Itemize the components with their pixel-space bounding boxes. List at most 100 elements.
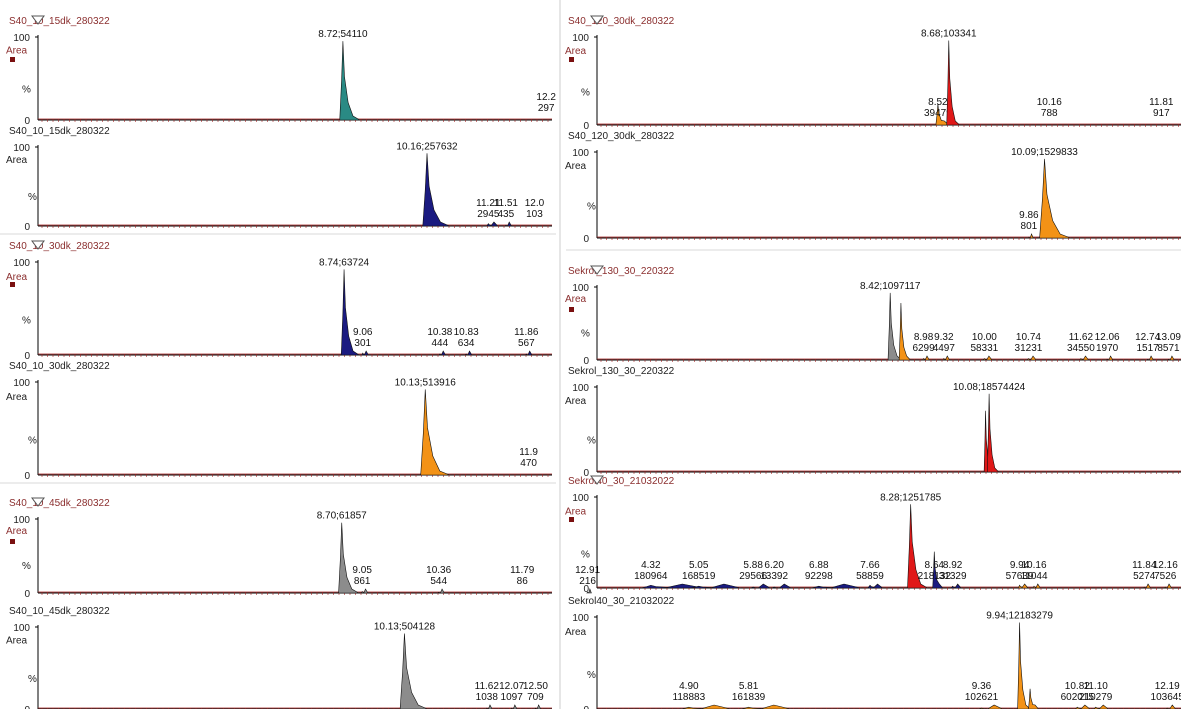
y-axis-label-percent: % (587, 436, 596, 447)
series-marker-icon (10, 539, 15, 544)
peak-area (422, 153, 450, 227)
panel-title: Sekrol40_30_21032022 (568, 596, 675, 607)
y-axis-label-percent: % (587, 670, 596, 681)
y-axis-label-area: Area (565, 627, 587, 638)
series-marker-icon (569, 517, 574, 522)
peak-area (524, 350, 533, 356)
peak-area (503, 221, 512, 227)
peak-area-label: 435 (498, 209, 515, 220)
y-axis-label-area: Area (6, 526, 28, 537)
peak-area (464, 350, 473, 356)
y-tick-100: 100 (13, 515, 30, 526)
peak-area (982, 355, 993, 361)
y-axis-label-area: Area (565, 507, 587, 518)
panel-title: S40_10_30dk_280322 (9, 241, 110, 252)
peak-area-label: 11044 (1020, 571, 1048, 582)
y-axis-label-area: Area (6, 45, 28, 56)
peak-area-label: 92298 (805, 571, 833, 582)
chromatogram-panel: S40_10_15dk_280322 100 0 Area% 8.72;54110 12.… (6, 15, 556, 127)
peak-rt-label: 12.06 (1095, 332, 1120, 343)
peak-area-label: 1517 (1137, 343, 1160, 354)
y-tick-0: 0 (583, 356, 589, 367)
spectrum-marker-icon (31, 15, 45, 25)
peak-area (586, 588, 592, 594)
peak-rt-label: 12.07 (499, 681, 524, 692)
y-tick-100: 100 (572, 148, 589, 159)
peak-rt-label: 11.10 (1084, 681, 1109, 692)
peak-rt-label: 11.79 (510, 565, 535, 576)
peak-area-label: 118883 (673, 692, 706, 703)
series-marker-icon (569, 307, 574, 312)
peak-area-label: 58859 (856, 571, 884, 582)
peak-area-label: 634 (458, 338, 475, 349)
spectrum-marker-icon (31, 497, 45, 507)
y-tick-0: 0 (24, 471, 30, 482)
y-tick-100: 100 (572, 33, 589, 44)
y-tick-100: 100 (572, 613, 589, 624)
peak-rt-label: 5.05 (689, 560, 709, 571)
peak-area-label: 102621 (965, 692, 999, 703)
y-tick-100: 100 (572, 493, 589, 504)
peak-area-label: 4497 (933, 343, 956, 354)
peak-area-label: 5274 (1133, 571, 1156, 582)
peak-rt-label: 11.81 (1149, 97, 1174, 108)
y-tick-0: 0 (24, 351, 30, 362)
y-axis-label-percent: % (581, 549, 590, 560)
chromatogram-panel: S40_10_45dk_280322 100 0 Area% 10.13;504128 1… (6, 606, 552, 709)
peak-area-label: 567 (518, 338, 535, 349)
y-tick-0: 0 (24, 222, 30, 233)
peak-rt-label: 4.32 (641, 560, 661, 571)
peak-rt-label: 11.84 (1132, 560, 1157, 571)
panel-title: S40_10_15dk_280322 (9, 126, 110, 137)
peak-area-label: 7526 (1154, 571, 1177, 582)
series-marker-icon (569, 57, 574, 62)
panel-title: S40_10_45dk_280322 (9, 606, 110, 617)
peak-rt-label: 9.32 (934, 332, 954, 343)
y-axis-label-area: Area (6, 155, 28, 166)
peak-area-label: 216 (579, 576, 596, 587)
peak-rt-label: 9.94 (1010, 560, 1030, 571)
y-tick-0: 0 (583, 468, 589, 479)
peak-area-label: 6299 (912, 343, 935, 354)
peak-rt-label: 10.16 (1022, 560, 1047, 571)
peak-area-label: 301 (354, 338, 371, 349)
y-tick-0: 0 (583, 121, 589, 132)
peak-rt-label: 10.83 (454, 327, 479, 338)
peak-rt-label: 11.9 (519, 447, 538, 458)
y-tick-100: 100 (13, 258, 30, 269)
peak-area (1163, 583, 1173, 589)
peak-rt-label: 8.52 (928, 97, 948, 108)
peak-area-label: 103 (526, 209, 543, 220)
peak-area (866, 583, 884, 589)
chromatogram-panel: Sekrol_130_30_220322 100 0 Area% 10.08;18574… (565, 366, 1181, 479)
peak-rt-label: 6.88 (809, 560, 829, 571)
peak-rt-label: 11.51 (494, 198, 519, 209)
peak-rt-label: 11.86 (514, 327, 539, 338)
peak-area (485, 704, 493, 709)
peak-label: 8.70;61857 (317, 511, 367, 522)
peak-rt-label: 4.90 (679, 681, 699, 692)
peak-area-label: 210279 (1079, 692, 1113, 703)
peak-area (1017, 622, 1031, 709)
y-tick-100: 100 (13, 623, 30, 634)
panel-title: S40_120_30dk_280322 (568, 16, 675, 27)
panel-title: Sekrol40_30_21032022 (568, 476, 675, 487)
peak-area-label: 788 (1041, 108, 1058, 119)
peak-area (987, 393, 1000, 473)
peak-rt-label: 10.82 (1065, 681, 1090, 692)
y-axis-label-percent: % (28, 674, 37, 685)
peak-area (533, 704, 542, 709)
peak-area (437, 350, 446, 356)
peak-area-label: 34550 (1067, 343, 1095, 354)
y-axis-label-area: Area (6, 272, 28, 283)
peak-area-label: 470 (520, 458, 537, 469)
peak-rt-label: 5.81 (739, 681, 759, 692)
peak-label: 9.94;12183279 (986, 611, 1053, 622)
peak-area (1032, 583, 1041, 589)
y-axis-label-percent: % (28, 192, 37, 203)
y-tick-0: 0 (24, 705, 30, 709)
y-axis-label-area: Area (565, 161, 587, 172)
peak-area-label: 1970 (1096, 343, 1119, 354)
